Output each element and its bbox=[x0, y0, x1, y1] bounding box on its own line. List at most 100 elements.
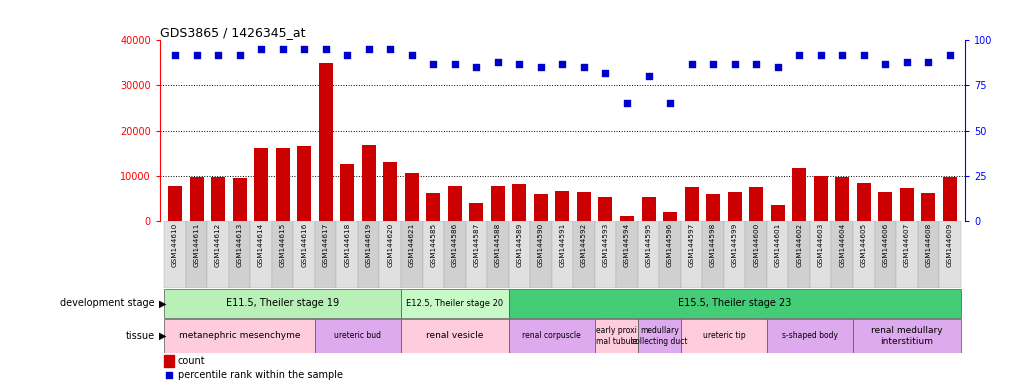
Text: GSM144586: GSM144586 bbox=[452, 223, 458, 267]
Point bbox=[727, 61, 743, 67]
Text: GSM144618: GSM144618 bbox=[345, 223, 350, 267]
Bar bbox=[943, 177, 957, 221]
Bar bbox=[164, 221, 186, 288]
Bar bbox=[530, 221, 552, 288]
Bar bbox=[444, 221, 465, 288]
Bar bbox=[341, 164, 354, 221]
Text: GSM144588: GSM144588 bbox=[495, 223, 501, 267]
Bar bbox=[422, 221, 444, 288]
Bar bbox=[616, 221, 638, 288]
Text: GSM144602: GSM144602 bbox=[797, 223, 802, 267]
Text: E15.5, Theiler stage 23: E15.5, Theiler stage 23 bbox=[678, 298, 792, 308]
Bar bbox=[573, 221, 594, 288]
Text: GSM144612: GSM144612 bbox=[215, 223, 221, 267]
Bar bbox=[164, 355, 174, 367]
Text: GSM144611: GSM144611 bbox=[194, 223, 199, 267]
Point bbox=[161, 372, 178, 378]
Bar bbox=[853, 221, 874, 288]
Text: ureteric tip: ureteric tip bbox=[703, 331, 745, 341]
Bar bbox=[362, 146, 376, 221]
Bar bbox=[896, 221, 917, 288]
Bar bbox=[767, 221, 788, 288]
Bar bbox=[509, 319, 594, 353]
Point bbox=[683, 61, 700, 67]
Point bbox=[275, 46, 291, 53]
Bar bbox=[380, 221, 401, 288]
Bar bbox=[164, 289, 401, 318]
Bar bbox=[788, 221, 810, 288]
Point bbox=[640, 73, 656, 79]
Bar bbox=[874, 221, 896, 288]
Point bbox=[856, 52, 872, 58]
Bar bbox=[681, 319, 767, 353]
Text: GSM144589: GSM144589 bbox=[516, 223, 522, 267]
Point bbox=[576, 64, 592, 71]
Bar bbox=[186, 221, 207, 288]
Bar bbox=[917, 221, 939, 288]
Point bbox=[791, 52, 807, 58]
Bar bbox=[835, 177, 849, 221]
Bar bbox=[594, 221, 616, 288]
Bar bbox=[684, 187, 699, 221]
Text: GSM144590: GSM144590 bbox=[538, 223, 544, 267]
Text: GSM144607: GSM144607 bbox=[904, 223, 910, 267]
Text: GSM144608: GSM144608 bbox=[926, 223, 931, 267]
Bar bbox=[513, 184, 526, 221]
Bar bbox=[552, 221, 573, 288]
Bar bbox=[383, 162, 397, 221]
Point bbox=[941, 52, 958, 58]
Bar bbox=[745, 221, 767, 288]
Text: GSM144587: GSM144587 bbox=[474, 223, 479, 267]
Point bbox=[812, 52, 829, 58]
Text: GSM144598: GSM144598 bbox=[710, 223, 716, 267]
Bar bbox=[939, 221, 961, 288]
Bar bbox=[207, 221, 229, 288]
Point bbox=[425, 61, 442, 67]
Text: GSM144585: GSM144585 bbox=[430, 223, 437, 267]
Text: count: count bbox=[178, 356, 205, 366]
Point bbox=[834, 52, 850, 58]
Text: ▶: ▶ bbox=[159, 298, 166, 308]
Text: GSM144621: GSM144621 bbox=[409, 223, 415, 267]
Text: medullary
collecting duct: medullary collecting duct bbox=[631, 326, 687, 346]
Text: GSM144605: GSM144605 bbox=[861, 223, 867, 267]
Bar bbox=[728, 192, 742, 221]
Bar bbox=[810, 221, 832, 288]
Bar bbox=[315, 221, 336, 288]
Bar bbox=[358, 221, 380, 288]
Point bbox=[619, 101, 636, 107]
Point bbox=[469, 64, 485, 71]
Text: GSM144620: GSM144620 bbox=[387, 223, 393, 267]
Text: ureteric bud: ureteric bud bbox=[334, 331, 382, 341]
Bar bbox=[771, 205, 784, 221]
Bar bbox=[319, 63, 332, 221]
Bar bbox=[212, 177, 225, 221]
Bar bbox=[681, 221, 703, 288]
Bar bbox=[293, 221, 315, 288]
Bar bbox=[749, 187, 763, 221]
Bar bbox=[534, 194, 548, 221]
Bar bbox=[638, 319, 681, 353]
Text: GSM144595: GSM144595 bbox=[646, 223, 651, 267]
Point bbox=[899, 59, 915, 65]
Point bbox=[489, 59, 506, 65]
Point bbox=[921, 59, 937, 65]
Bar bbox=[706, 194, 720, 221]
Bar bbox=[401, 221, 422, 288]
Point bbox=[360, 46, 377, 53]
Bar bbox=[401, 319, 509, 353]
Text: GSM144616: GSM144616 bbox=[301, 223, 308, 267]
Bar bbox=[276, 148, 290, 221]
Point bbox=[770, 64, 786, 71]
Text: GSM144617: GSM144617 bbox=[323, 223, 328, 267]
Point bbox=[167, 52, 184, 58]
Text: ▶: ▶ bbox=[159, 331, 166, 341]
Bar bbox=[832, 221, 853, 288]
Text: GSM144600: GSM144600 bbox=[753, 223, 760, 267]
Bar bbox=[232, 179, 247, 221]
Bar bbox=[229, 221, 251, 288]
Point bbox=[338, 52, 355, 58]
Bar bbox=[577, 192, 591, 221]
Bar bbox=[448, 186, 461, 221]
Bar bbox=[168, 185, 182, 221]
